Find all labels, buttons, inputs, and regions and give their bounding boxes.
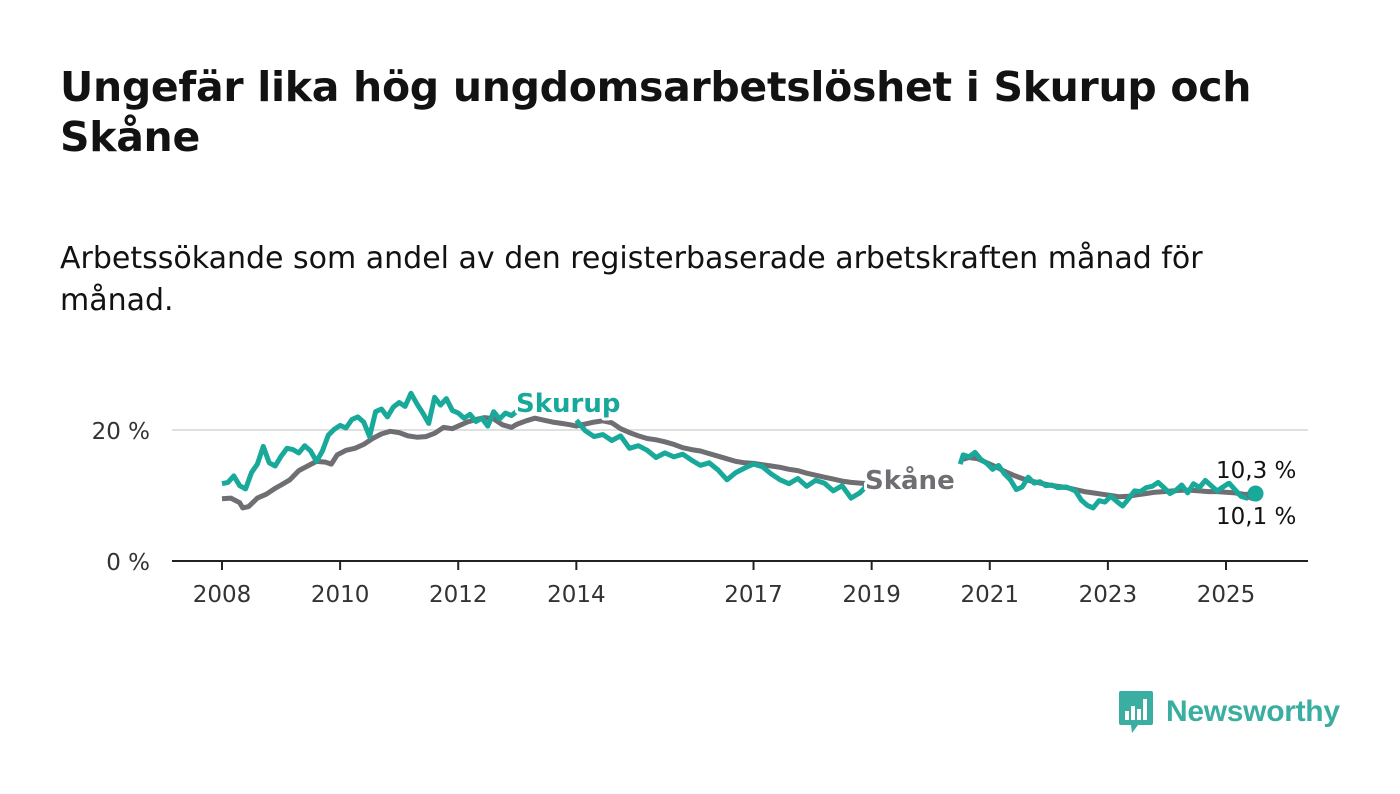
series-line-skurup [221,390,526,492]
series-line-skåne [959,455,1253,500]
end-value-label-skurup: 10,3 % [1216,458,1296,484]
x-tick-label: 2010 [311,582,370,608]
bar-chart-speech-bubble-icon [1119,691,1153,733]
chart-subtitle: Arbetssökande som andel av den registerb… [60,241,1203,318]
end-point-skurup [1247,485,1264,502]
series-lines [221,390,1264,511]
x-tick-label: 2008 [193,582,252,608]
x-tick-label: 2019 [842,582,901,608]
series-labels: Skurup Skåne 10,3 % 10,1 % [513,386,1299,533]
x-tick-label: 2021 [960,582,1019,608]
series-line-skurup [957,449,1258,511]
x-tick-label: 2023 [1079,582,1138,608]
newsworthy-logo: Newsworthy [1118,690,1340,734]
x-tick-label: 2017 [724,582,783,608]
x-tick-label: 2012 [429,582,488,608]
chart-title: Ungefär lika hög ungdomsarbetslöshet i S… [60,63,1252,161]
y-tick-label: 20 % [92,419,150,445]
series-line-skurup [574,418,886,501]
axes: 0 % 20 % 2008 2010 2012 2014 2017 2019 2021 2023 2… [92,419,1308,608]
x-tick-label: 2025 [1197,582,1256,608]
series-label-skane: Skåne [865,464,955,496]
brand-name: Newsworthy [1166,695,1340,728]
y-tick-label: 0 % [106,550,150,576]
x-tick-label: 2014 [547,582,606,608]
series-line-skåne [221,415,887,511]
series-label-skurup: Skurup [516,389,620,419]
end-value-label-skane: 10,1 % [1216,504,1296,530]
